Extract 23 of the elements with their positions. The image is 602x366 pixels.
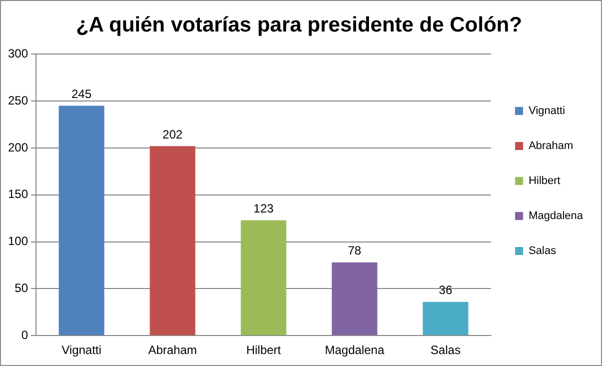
x-tick-label: Salas [430,343,461,358]
data-label: 202 [162,127,183,142]
legend-label: Salas [528,245,557,258]
legend-label: Hilbert [528,175,560,188]
y-tick-label: 250 [8,93,28,108]
y-tick-label: 100 [8,234,28,248]
legend-label: Magdalena [528,210,584,222]
y-tick-label: 0 [21,328,28,342]
y-tick-label: 300 [8,46,28,61]
data-label: 123 [254,202,274,216]
y-tick-label: 150 [8,187,28,202]
data-label: 36 [438,283,453,298]
x-tick-label: Vignatti [62,343,102,358]
y-tick-label: 200 [8,140,28,154]
data-label: 245 [72,87,92,102]
x-tick-label: Hilbert [246,343,282,358]
chart-title: ¿A quién votarías para presidente de Colón? [76,13,522,36]
legend-label: Vignatti [528,105,566,118]
x-tick-label: Magdalena [324,343,385,358]
x-tick-label: Abraham [148,343,197,358]
legend-label: Abraham [528,140,574,152]
data-label: 78 [348,244,362,258]
y-tick-label: 50 [14,281,28,296]
